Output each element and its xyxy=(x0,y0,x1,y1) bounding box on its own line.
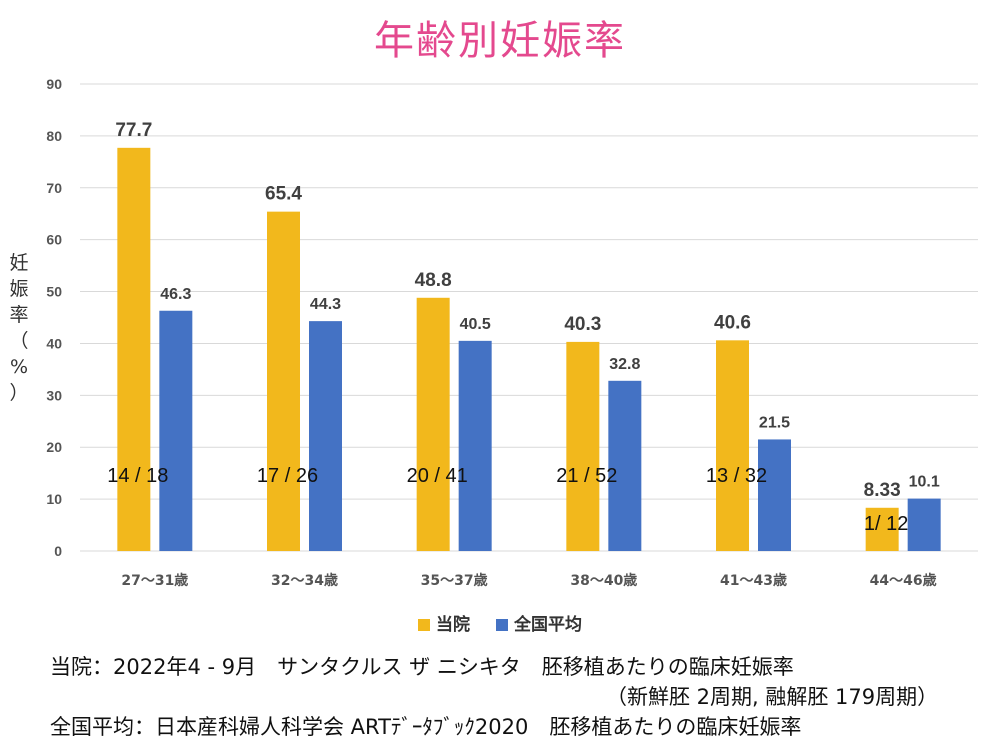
legend-swatch-clinic xyxy=(418,619,431,631)
y-tick-label: 60 xyxy=(46,232,62,248)
y-tick-label: 70 xyxy=(46,180,62,196)
bar-national xyxy=(608,380,642,551)
y-tick-label: 30 xyxy=(46,387,62,403)
bar-national xyxy=(309,321,342,551)
legend-item-national: 全国平均 xyxy=(495,610,582,635)
y-axis-label: 妊 娠 率 （ % ） xyxy=(6,250,32,406)
legend-label-national: 全国平均 xyxy=(513,615,582,635)
y-tick-label: 20 xyxy=(46,439,62,455)
y-tick-label: 0 xyxy=(54,543,62,559)
bar-national xyxy=(907,498,941,551)
data-label-national: 21.5 xyxy=(759,414,790,431)
y-tick-label: 50 xyxy=(46,284,62,300)
x-tick-label: 35〜37歳 xyxy=(421,572,488,589)
legend-item-clinic: 当院 xyxy=(418,610,470,635)
count-annotation: 21 / 52 xyxy=(556,465,617,487)
x-tick-label: 27〜31歳 xyxy=(121,572,188,589)
x-tick-label: 38〜40歳 xyxy=(570,572,637,589)
bar-clinic xyxy=(865,507,899,551)
legend: 当院 全国平均 xyxy=(0,610,1000,635)
bar-clinic xyxy=(566,341,600,551)
footnote-national: 全国平均：日本産科婦人科学会 ARTﾃﾞｰﾀﾌﾞｯｸ2020 胚移植あたりの臨床… xyxy=(50,715,802,739)
bar-clinic xyxy=(416,297,450,551)
data-label-national: 44.3 xyxy=(310,296,341,313)
footnotes: 当院：2022年4 - 9月 サンタクルス ザ ニシキタ 胚移植あたりの臨床妊娠… xyxy=(50,652,938,742)
y-tick-label: 40 xyxy=(46,335,62,351)
bar-clinic xyxy=(716,340,749,551)
data-label-clinic: 65.4 xyxy=(265,184,302,205)
x-tick-label: 32〜34歳 xyxy=(271,572,338,589)
data-label-clinic: 40.3 xyxy=(564,314,601,335)
data-label-clinic: 40.6 xyxy=(714,312,751,333)
data-label-clinic: 48.8 xyxy=(415,270,452,291)
y-axis-label-char: 妊 xyxy=(9,252,29,274)
y-axis-label-char: （ xyxy=(9,330,29,352)
chart-title: 年齢別妊娠率 xyxy=(374,18,626,64)
y-tick-label: 80 xyxy=(46,128,62,144)
data-label-national: 32.8 xyxy=(609,356,640,373)
count-annotation: 1/ 12 xyxy=(864,513,908,535)
x-tick-label: 41〜43歳 xyxy=(720,572,787,589)
bar-chart: 0 10 20 30 40 50 60 70 80 90 77.7 46.3 27〜31歳 14 / 18… xyxy=(46,76,978,589)
data-label-national: 46.3 xyxy=(160,286,191,303)
footnote-clinic-detail: （新鮮胚 2周期, 融解胚 179周期） xyxy=(606,685,939,709)
count-annotation: 17 / 26 xyxy=(257,465,318,487)
bar-national xyxy=(458,340,492,551)
data-label-clinic: 77.7 xyxy=(115,120,152,141)
y-tick-label: 90 xyxy=(46,76,62,92)
bar-national xyxy=(758,439,791,551)
data-label-national: 10.1 xyxy=(909,474,940,491)
count-annotation: 14 / 18 xyxy=(107,465,168,487)
data-label-clinic: 8.33 xyxy=(864,480,901,501)
count-annotation: 13 / 32 xyxy=(706,465,767,487)
bar-clinic xyxy=(117,147,151,551)
x-tick-label: 44〜46歳 xyxy=(870,572,937,589)
y-tick-label: 10 xyxy=(46,491,62,507)
y-axis-label-char: 娠 xyxy=(9,278,29,300)
count-annotation: 20 / 41 xyxy=(407,465,468,487)
y-axis-label-char: ） xyxy=(9,382,29,404)
bar-national xyxy=(159,310,193,551)
footnote-clinic: 当院：2022年4 - 9月 サンタクルス ザ ニシキタ 胚移植あたりの臨床妊娠… xyxy=(50,655,794,679)
data-label-national: 40.5 xyxy=(460,316,491,333)
y-axis-label-char: 率 xyxy=(9,304,29,326)
y-axis-label-char: % xyxy=(9,356,29,378)
legend-swatch-national xyxy=(495,619,508,631)
legend-label-clinic: 当院 xyxy=(436,615,471,635)
bar-clinic xyxy=(267,211,300,551)
